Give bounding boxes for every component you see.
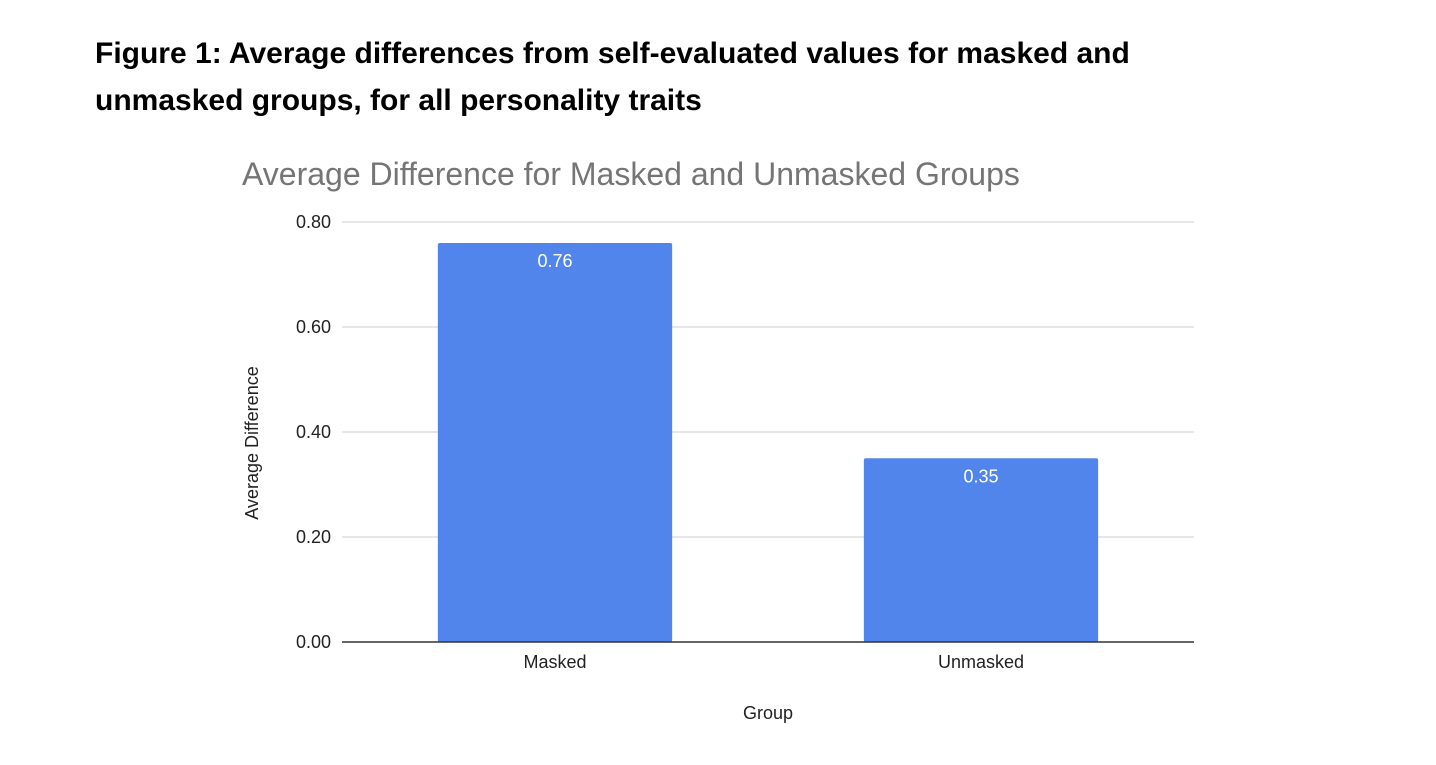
x-tick-label: Masked bbox=[523, 652, 586, 672]
x-axis-title: Group bbox=[743, 703, 793, 723]
chart-title: Average Difference for Masked and Unmask… bbox=[242, 156, 1020, 192]
y-tick-label: 0.40 bbox=[296, 422, 331, 442]
x-tick-label: Unmasked bbox=[938, 652, 1024, 672]
figure-caption: Figure 1: Average differences from self-… bbox=[95, 37, 1130, 117]
bar-unmasked bbox=[863, 458, 1099, 642]
y-axis-ticks: 0.00 0.20 0.40 0.60 0.80 bbox=[296, 212, 331, 652]
data-label: 0.35 bbox=[963, 466, 998, 486]
bars: 0.76 0.35 bbox=[437, 243, 1099, 642]
x-axis-ticks: Masked Unmasked bbox=[523, 652, 1024, 672]
y-tick-label: 0.60 bbox=[296, 317, 331, 337]
y-tick-label: 0.00 bbox=[296, 632, 331, 652]
data-label: 0.76 bbox=[537, 251, 572, 271]
y-tick-label: 0.20 bbox=[296, 527, 331, 547]
bar-masked bbox=[437, 243, 673, 642]
y-tick-label: 0.80 bbox=[296, 212, 331, 232]
y-axis-title: Average Difference bbox=[242, 366, 262, 519]
